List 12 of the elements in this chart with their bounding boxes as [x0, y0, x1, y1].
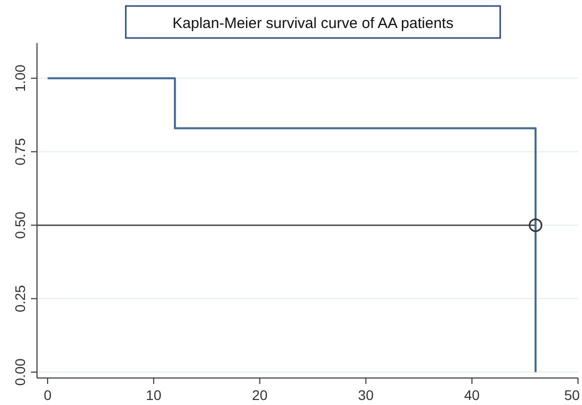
chart-title: Kaplan-Meier survival curve of AA patients	[172, 15, 454, 32]
x-tick-label: 20	[252, 387, 268, 403]
y-tick-label: 0.00	[12, 358, 28, 386]
y-tick-label: 0.25	[12, 284, 28, 312]
x-tick-label: 10	[146, 387, 162, 403]
y-tick-label: 0.75	[12, 138, 28, 166]
x-tick-label: 40	[464, 387, 480, 403]
x-tick-label: 50	[564, 387, 580, 403]
y-tick-label: 0.50	[12, 211, 28, 239]
x-tick-label: 30	[358, 387, 374, 403]
x-tick-label: 0	[44, 387, 52, 403]
y-tick-label: 1.00	[12, 64, 28, 92]
